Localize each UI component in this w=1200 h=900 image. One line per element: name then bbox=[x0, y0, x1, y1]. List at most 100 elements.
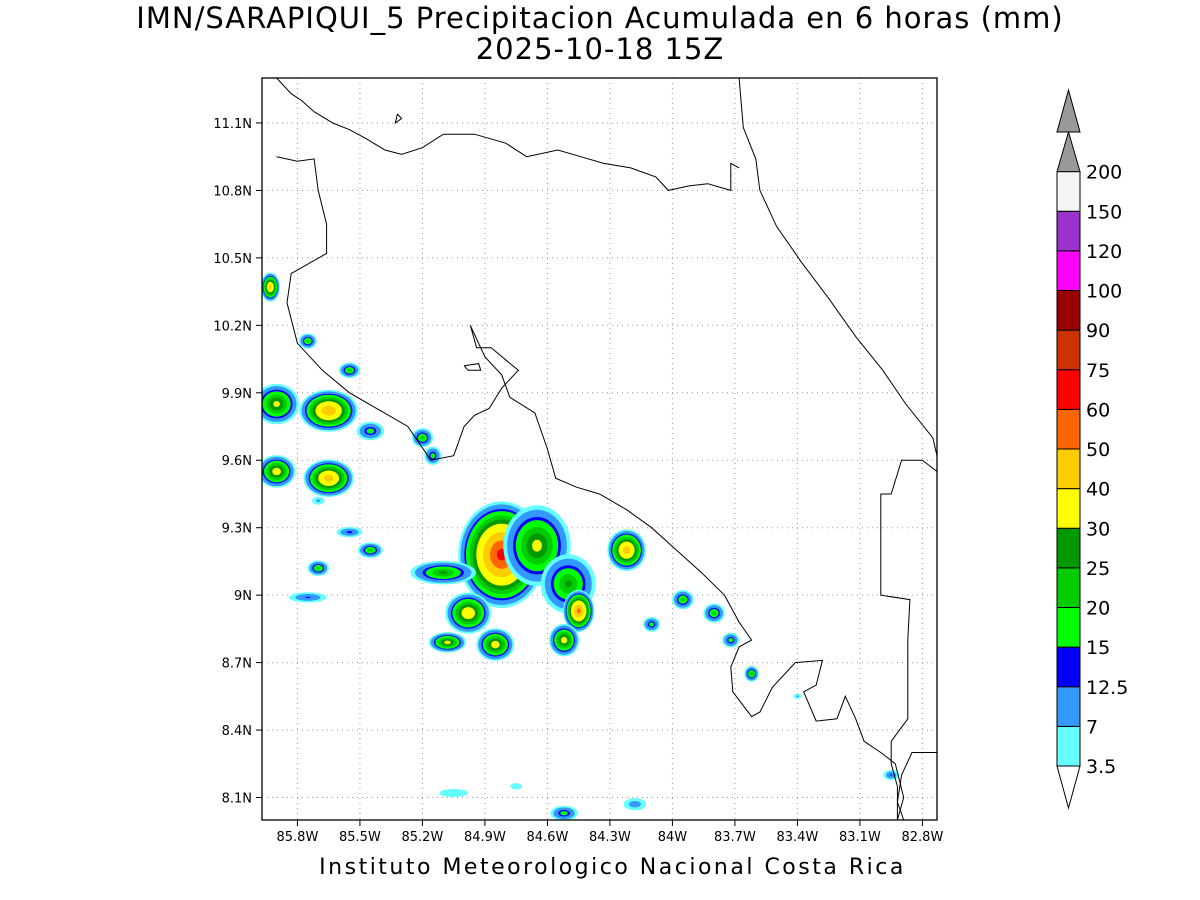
precip-contour bbox=[510, 783, 523, 790]
colorbar-swatch bbox=[1056, 686, 1081, 727]
precip-cell bbox=[607, 529, 646, 572]
colorbar-label: 20 bbox=[1086, 598, 1110, 620]
precip-cell bbox=[410, 560, 477, 585]
y-tick-label: 9.9N bbox=[222, 387, 252, 402]
y-tick-label: 10.5N bbox=[213, 252, 252, 267]
precip-contour bbox=[564, 580, 572, 588]
precip-contour bbox=[420, 435, 425, 440]
precip-cell bbox=[643, 616, 661, 632]
y-tick-label: 9N bbox=[234, 589, 252, 604]
precip-cell bbox=[672, 590, 694, 610]
precip-cell bbox=[262, 455, 296, 488]
precip-cell bbox=[883, 769, 899, 781]
colorbar-swatch bbox=[1056, 369, 1081, 410]
precip-cell bbox=[428, 632, 467, 653]
precip-cell bbox=[356, 421, 385, 441]
precip-cell bbox=[338, 362, 361, 379]
precip-contour bbox=[622, 546, 631, 555]
precip-contour bbox=[323, 474, 334, 482]
precip-cell bbox=[336, 526, 363, 538]
precip-contour bbox=[306, 339, 310, 343]
y-tick-label: 8.7N bbox=[222, 657, 252, 672]
precip-cell bbox=[722, 632, 740, 648]
precip-cell bbox=[703, 603, 725, 623]
precip-contour bbox=[890, 774, 893, 776]
axis-ticks: 85.8W 85.5W 85.2W 84.9W 84.6W 84.3W 84W 83.7W 83… bbox=[213, 117, 943, 845]
colorbar-label: 3.5 bbox=[1086, 756, 1116, 778]
map-background bbox=[262, 78, 937, 820]
colorbar-label: 150 bbox=[1086, 201, 1122, 223]
colorbar-swatch bbox=[1056, 488, 1081, 529]
precip-cell bbox=[262, 383, 300, 425]
colorbar-label: 15 bbox=[1086, 637, 1110, 659]
colorbar-label: 100 bbox=[1086, 281, 1122, 303]
colorbar-label: 90 bbox=[1086, 320, 1110, 342]
precip-contour bbox=[316, 566, 321, 570]
colorbar-label: 60 bbox=[1086, 399, 1110, 421]
precip-contour bbox=[649, 622, 654, 627]
colorbar-max-triangle bbox=[1056, 130, 1081, 173]
x-tick-label: 84W bbox=[658, 830, 688, 845]
x-tick-label: 84.6W bbox=[527, 830, 569, 845]
y-tick-label: 9.6N bbox=[222, 454, 252, 469]
colorbar-label: 7 bbox=[1086, 716, 1098, 738]
colorbar-swatch bbox=[1056, 329, 1081, 371]
coastline bbox=[896, 752, 937, 820]
colorbar-label: 25 bbox=[1086, 558, 1110, 580]
map-title: IMN/SARAPIQUI_5 Precipitacion Acumulada … bbox=[136, 1, 1064, 35]
coastline bbox=[738, 78, 937, 456]
precip-contour bbox=[316, 499, 321, 503]
precip-cell bbox=[299, 389, 358, 432]
colorbar-swatch bbox=[1056, 171, 1081, 212]
x-tick-label: 84.9W bbox=[464, 830, 506, 845]
precip-contour bbox=[273, 401, 280, 408]
precip-contour bbox=[560, 636, 568, 644]
precip-contour bbox=[491, 640, 500, 649]
map-frame bbox=[261, 77, 938, 821]
precip-contour bbox=[712, 611, 717, 615]
precip-contour bbox=[305, 596, 311, 599]
precip-cell bbox=[445, 592, 492, 634]
coastline bbox=[880, 459, 937, 820]
precip-contour bbox=[439, 571, 448, 575]
x-tick-label: 85.2W bbox=[402, 830, 444, 845]
precipitation-field bbox=[262, 272, 899, 820]
precip-cell bbox=[744, 666, 759, 682]
x-tick-label: 82.8W bbox=[902, 830, 944, 845]
coastline bbox=[276, 156, 905, 820]
precip-contour bbox=[321, 405, 336, 416]
precip-cell bbox=[476, 628, 515, 661]
precip-contour bbox=[347, 368, 352, 372]
y-tick-label: 10.8N bbox=[213, 184, 252, 199]
colorbar-label: 120 bbox=[1086, 241, 1122, 263]
precip-cell bbox=[262, 272, 280, 302]
precip-contour bbox=[368, 548, 373, 552]
colorbar-label: 30 bbox=[1086, 518, 1110, 540]
precip-contour bbox=[680, 597, 685, 602]
precip-cell bbox=[312, 496, 325, 505]
x-tick-label: 85.8W bbox=[277, 830, 319, 845]
precip-cell bbox=[303, 459, 354, 498]
precip-cell bbox=[550, 805, 578, 820]
map-footer-institution: Instituto Meteorologico Nacional Costa R… bbox=[319, 855, 906, 880]
colorbar: 3.5 7 12.5 15 20 25 30 40 50 60 75 90 100 120 150 200 bbox=[1056, 88, 1128, 810]
precip-cell bbox=[298, 333, 317, 349]
precip-contour bbox=[532, 539, 542, 552]
colorbar-label: 75 bbox=[1086, 360, 1110, 382]
y-tick-label: 10.2N bbox=[213, 319, 252, 334]
map-subtitle-datetime: 2025-10-18 15Z bbox=[475, 32, 725, 66]
precip-contour bbox=[728, 638, 734, 643]
precip-contour bbox=[439, 788, 469, 798]
colorbar-swatch bbox=[1056, 725, 1081, 767]
colorbar-swatch bbox=[1056, 210, 1081, 252]
precip-cell bbox=[510, 783, 523, 790]
precip-contour bbox=[796, 695, 799, 698]
coastline bbox=[463, 363, 482, 371]
precip-cell bbox=[289, 592, 327, 603]
precip-contour bbox=[269, 285, 272, 290]
colorbar-swatch bbox=[1056, 527, 1081, 569]
precip-contour bbox=[444, 640, 451, 645]
colorbar-swatch bbox=[1056, 408, 1081, 450]
colorbar-swatch bbox=[1056, 567, 1081, 608]
coastline bbox=[394, 113, 403, 125]
